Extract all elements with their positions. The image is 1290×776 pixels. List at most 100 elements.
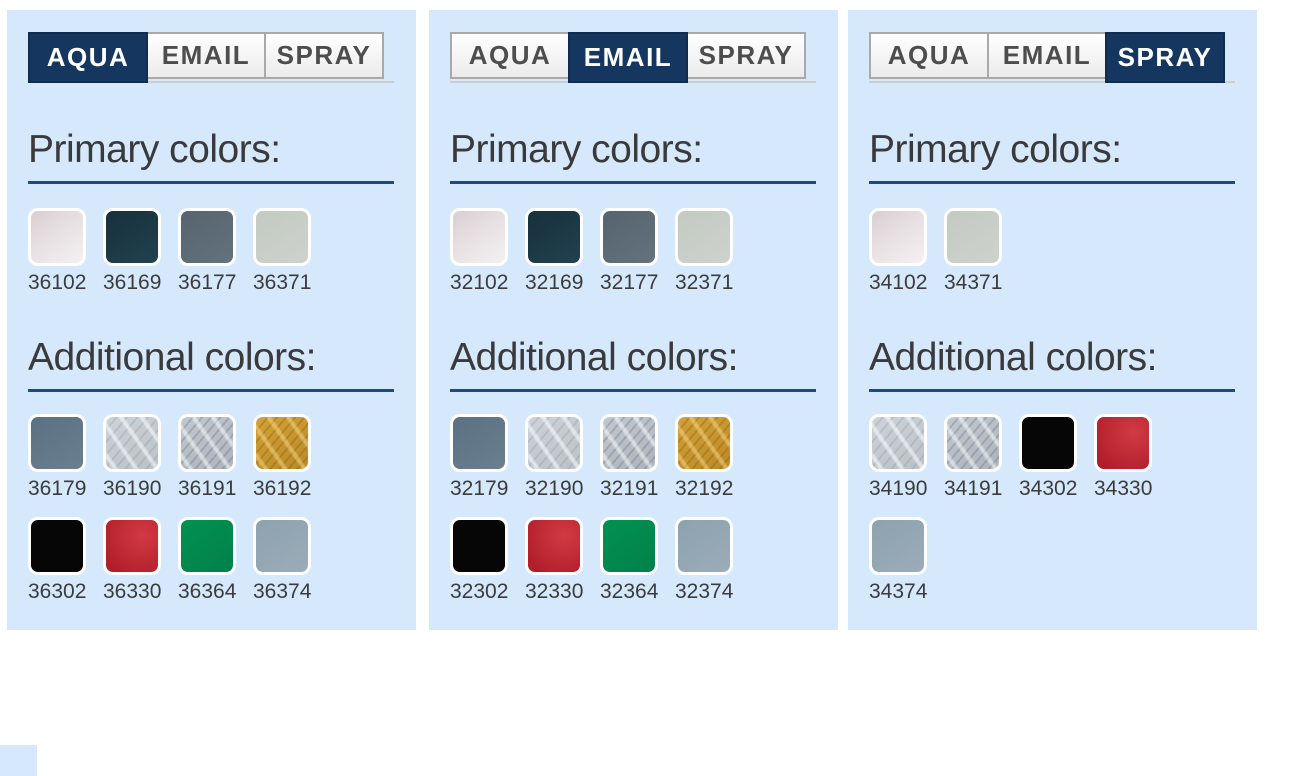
color-swatch-34191 bbox=[944, 414, 1002, 472]
color-swatch-34102 bbox=[869, 208, 927, 266]
additional-code-row-2: 34374 bbox=[869, 580, 1237, 604]
heading-rule bbox=[450, 389, 816, 392]
color-code-32179: 32179 bbox=[450, 477, 509, 500]
primary-code-row: 36102 36169 36177 36371 bbox=[28, 271, 396, 295]
color-code-34191: 34191 bbox=[944, 477, 1003, 500]
color-code-36102: 36102 bbox=[28, 271, 87, 294]
additional-rows: 36179 36190 36191 36192 36302 36330 36364 36374 bbox=[28, 414, 396, 604]
tab-spray-email[interactable]: SPRAY bbox=[686, 32, 806, 79]
color-code-34330: 34330 bbox=[1094, 477, 1153, 500]
color-chart-panel-email: AQUA EMAIL SPRAY Primary colors: 32102 3216… bbox=[429, 10, 838, 630]
color-code-32374: 32374 bbox=[675, 580, 734, 603]
color-code-36177: 36177 bbox=[178, 271, 237, 294]
color-code-32330: 32330 bbox=[525, 580, 584, 603]
color-code-32364: 32364 bbox=[600, 580, 659, 603]
tab-email-aqua[interactable]: EMAIL bbox=[146, 32, 266, 79]
additional-code-row-1: 32179 32190 32191 32192 bbox=[450, 477, 818, 501]
color-swatch-34371 bbox=[944, 208, 1002, 266]
color-code-32190: 32190 bbox=[525, 477, 584, 500]
color-code-34102: 34102 bbox=[869, 271, 928, 294]
primary-colors-heading: Primary colors: bbox=[28, 128, 281, 171]
additional-swatch-row-2 bbox=[450, 517, 818, 575]
color-code-36371: 36371 bbox=[253, 271, 312, 294]
color-code-36191: 36191 bbox=[178, 477, 237, 500]
color-swatch-36169 bbox=[103, 208, 161, 266]
color-swatch-32190 bbox=[525, 414, 583, 472]
tab-aqua-email[interactable]: AQUA bbox=[450, 32, 570, 79]
color-swatch-32364 bbox=[600, 517, 658, 575]
color-code-36302: 36302 bbox=[28, 580, 87, 603]
tab-spray-aqua[interactable]: SPRAY bbox=[264, 32, 384, 79]
heading-rule bbox=[28, 181, 394, 184]
color-swatch-32169 bbox=[525, 208, 583, 266]
tabs-underline bbox=[869, 81, 1235, 83]
additional-swatch-row-1 bbox=[450, 414, 818, 472]
primary-colors-heading: Primary colors: bbox=[869, 128, 1122, 171]
color-code-32371: 32371 bbox=[675, 271, 734, 294]
tab-spray-spray[interactable]: SPRAY bbox=[1105, 32, 1225, 83]
color-code-36364: 36364 bbox=[178, 580, 237, 603]
primary-swatch-row bbox=[28, 208, 396, 266]
heading-rule bbox=[869, 389, 1235, 392]
color-swatch-32192 bbox=[675, 414, 733, 472]
color-chart-panel-aqua: AQUA EMAIL SPRAY Primary colors: 36102 3616… bbox=[7, 10, 416, 630]
additional-colors-heading: Additional colors: bbox=[28, 336, 317, 379]
additional-colors-heading: Additional colors: bbox=[450, 336, 739, 379]
tab-email-spray[interactable]: EMAIL bbox=[987, 32, 1107, 79]
primary-colors-heading: Primary colors: bbox=[450, 128, 703, 171]
color-swatch-36302 bbox=[28, 517, 86, 575]
additional-code-row-1: 34190 34191 34302 34330 bbox=[869, 477, 1237, 501]
color-code-36190: 36190 bbox=[103, 477, 162, 500]
color-swatch-36191 bbox=[178, 414, 236, 472]
color-swatch-34374 bbox=[869, 517, 927, 575]
finish-tabs: AQUA EMAIL SPRAY bbox=[869, 32, 1237, 83]
additional-swatch-row-2 bbox=[869, 517, 1237, 575]
additional-rows: 34190 34191 34302 34330 34374 bbox=[869, 414, 1237, 604]
color-code-34302: 34302 bbox=[1019, 477, 1078, 500]
color-swatch-32374 bbox=[675, 517, 733, 575]
color-code-32302: 32302 bbox=[450, 580, 509, 603]
tabs-underline bbox=[28, 81, 394, 83]
color-swatch-36364 bbox=[178, 517, 236, 575]
primary-code-row: 34102 34371 bbox=[869, 271, 1237, 295]
color-code-34190: 34190 bbox=[869, 477, 928, 500]
additional-code-row-1: 36179 36190 36191 36192 bbox=[28, 477, 396, 501]
color-code-36179: 36179 bbox=[28, 477, 87, 500]
additional-code-row-2: 36302 36330 36364 36374 bbox=[28, 580, 396, 604]
finish-tabs: AQUA EMAIL SPRAY bbox=[28, 32, 396, 83]
color-code-34371: 34371 bbox=[944, 271, 1003, 294]
color-swatch-34302 bbox=[1019, 414, 1077, 472]
primary-swatch-row bbox=[450, 208, 818, 266]
additional-swatch-row-1 bbox=[28, 414, 396, 472]
color-swatch-36192 bbox=[253, 414, 311, 472]
color-code-32169: 32169 bbox=[525, 271, 584, 294]
color-swatch-32102 bbox=[450, 208, 508, 266]
heading-rule bbox=[450, 181, 816, 184]
color-code-32192: 32192 bbox=[675, 477, 734, 500]
additional-colors-heading: Additional colors: bbox=[869, 336, 1158, 379]
color-code-36374: 36374 bbox=[253, 580, 312, 603]
color-swatch-32191 bbox=[600, 414, 658, 472]
color-code-36330: 36330 bbox=[103, 580, 162, 603]
heading-rule bbox=[869, 181, 1235, 184]
primary-code-row: 32102 32169 32177 32371 bbox=[450, 271, 818, 295]
color-swatch-36190 bbox=[103, 414, 161, 472]
color-swatch-32179 bbox=[450, 414, 508, 472]
color-swatch-36374 bbox=[253, 517, 311, 575]
color-code-36169: 36169 bbox=[103, 271, 162, 294]
tab-aqua-aqua[interactable]: AQUA bbox=[28, 32, 148, 83]
color-code-32102: 32102 bbox=[450, 271, 509, 294]
color-swatch-36102 bbox=[28, 208, 86, 266]
additional-rows: 32179 32190 32191 32192 32302 32330 32364 32374 bbox=[450, 414, 818, 604]
color-swatch-36371 bbox=[253, 208, 311, 266]
panel-fragment bbox=[0, 745, 37, 776]
color-code-36192: 36192 bbox=[253, 477, 312, 500]
color-swatch-32302 bbox=[450, 517, 508, 575]
additional-code-row-2: 32302 32330 32364 32374 bbox=[450, 580, 818, 604]
color-code-34374: 34374 bbox=[869, 580, 928, 603]
tab-aqua-spray[interactable]: AQUA bbox=[869, 32, 989, 79]
color-swatch-34190 bbox=[869, 414, 927, 472]
tab-email-email[interactable]: EMAIL bbox=[568, 32, 688, 83]
color-swatch-36177 bbox=[178, 208, 236, 266]
